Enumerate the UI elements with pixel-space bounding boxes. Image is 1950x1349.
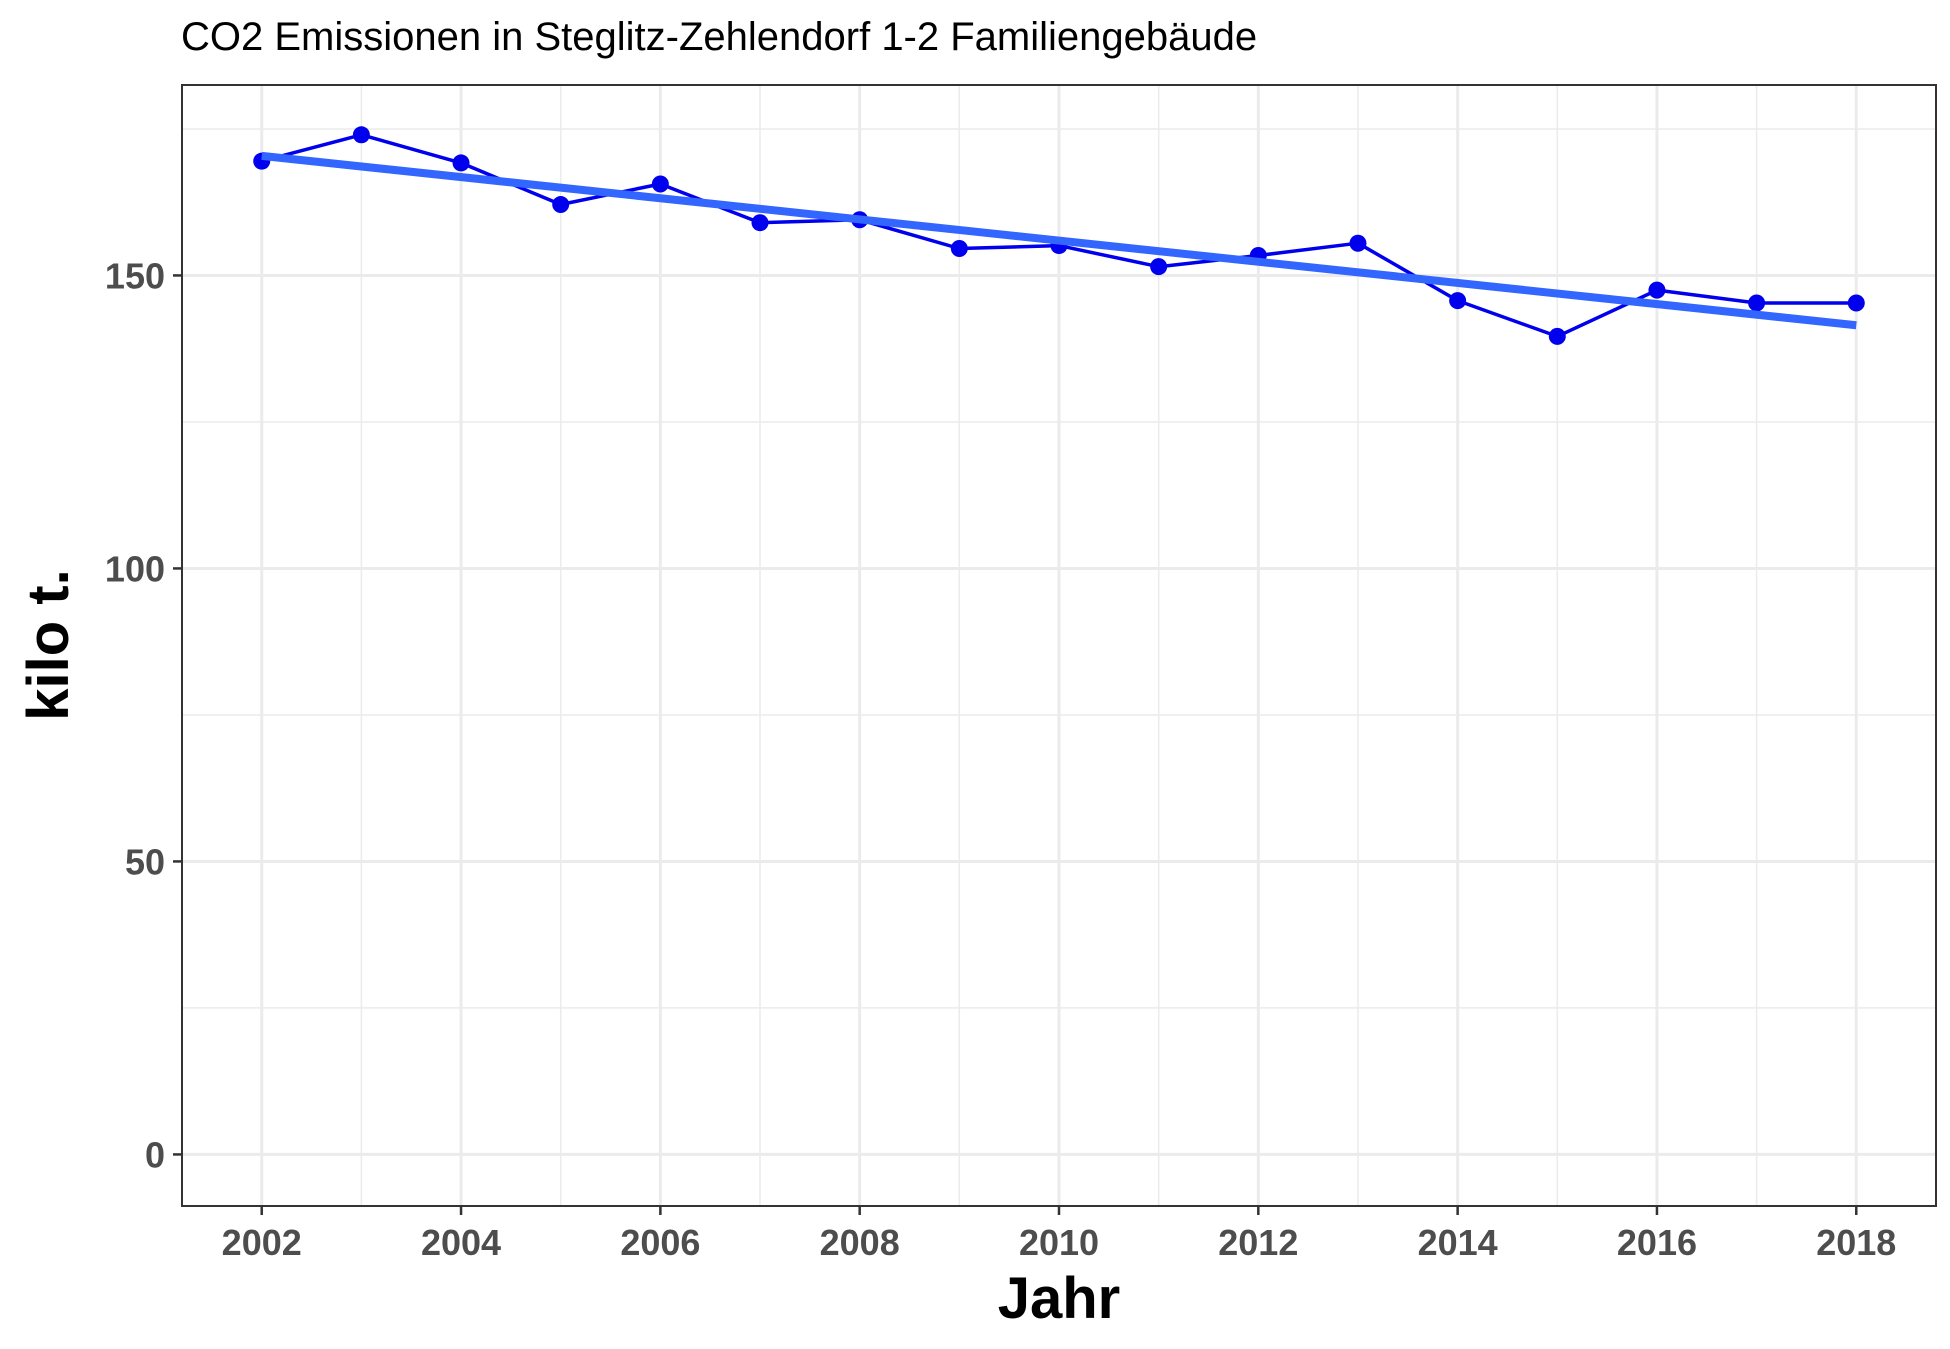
data-point bbox=[1150, 258, 1168, 276]
x-tick-label: 2002 bbox=[222, 1222, 302, 1263]
y-axis-title: kilo t. bbox=[16, 569, 81, 720]
y-tick-label: 0 bbox=[145, 1134, 165, 1175]
data-point bbox=[452, 154, 470, 172]
x-axis-title: Jahr bbox=[998, 1266, 1121, 1331]
trend-layer bbox=[261, 151, 1857, 330]
x-axis-ticks: 2002 2004 2006 2008 2010 2012 2014 2016 2018 bbox=[222, 1206, 1896, 1263]
x-tick-label: 2010 bbox=[1019, 1222, 1099, 1263]
x-tick-label: 2018 bbox=[1816, 1222, 1896, 1263]
data-point bbox=[352, 126, 370, 144]
y-tick-label: 100 bbox=[105, 548, 165, 589]
chart-title: CO2 Emissionen in Steglitz-Zehlendorf 1-… bbox=[181, 15, 1257, 59]
data-point bbox=[1449, 292, 1467, 310]
data-point bbox=[1548, 327, 1566, 345]
data-point bbox=[1648, 281, 1666, 299]
x-tick-label: 2008 bbox=[820, 1222, 900, 1263]
data-point bbox=[751, 214, 769, 232]
data-point bbox=[1349, 234, 1367, 252]
x-tick-label: 2012 bbox=[1218, 1222, 1298, 1263]
y-tick-label: 50 bbox=[125, 841, 165, 882]
x-tick-label: 2014 bbox=[1418, 1222, 1498, 1263]
x-tick-label: 2006 bbox=[620, 1222, 700, 1263]
grid-major bbox=[182, 85, 1936, 1206]
data-point bbox=[1847, 294, 1865, 312]
x-tick-label: 2004 bbox=[421, 1222, 501, 1263]
data-point bbox=[1748, 294, 1766, 312]
x-tick-label: 2016 bbox=[1617, 1222, 1697, 1263]
data-point bbox=[651, 175, 669, 193]
data-point bbox=[552, 196, 570, 214]
y-tick-label: 150 bbox=[105, 255, 165, 296]
trend-line bbox=[261, 151, 1857, 330]
data-point bbox=[950, 239, 968, 257]
y-axis-ticks: 0 50 100 150 bbox=[105, 255, 182, 1175]
